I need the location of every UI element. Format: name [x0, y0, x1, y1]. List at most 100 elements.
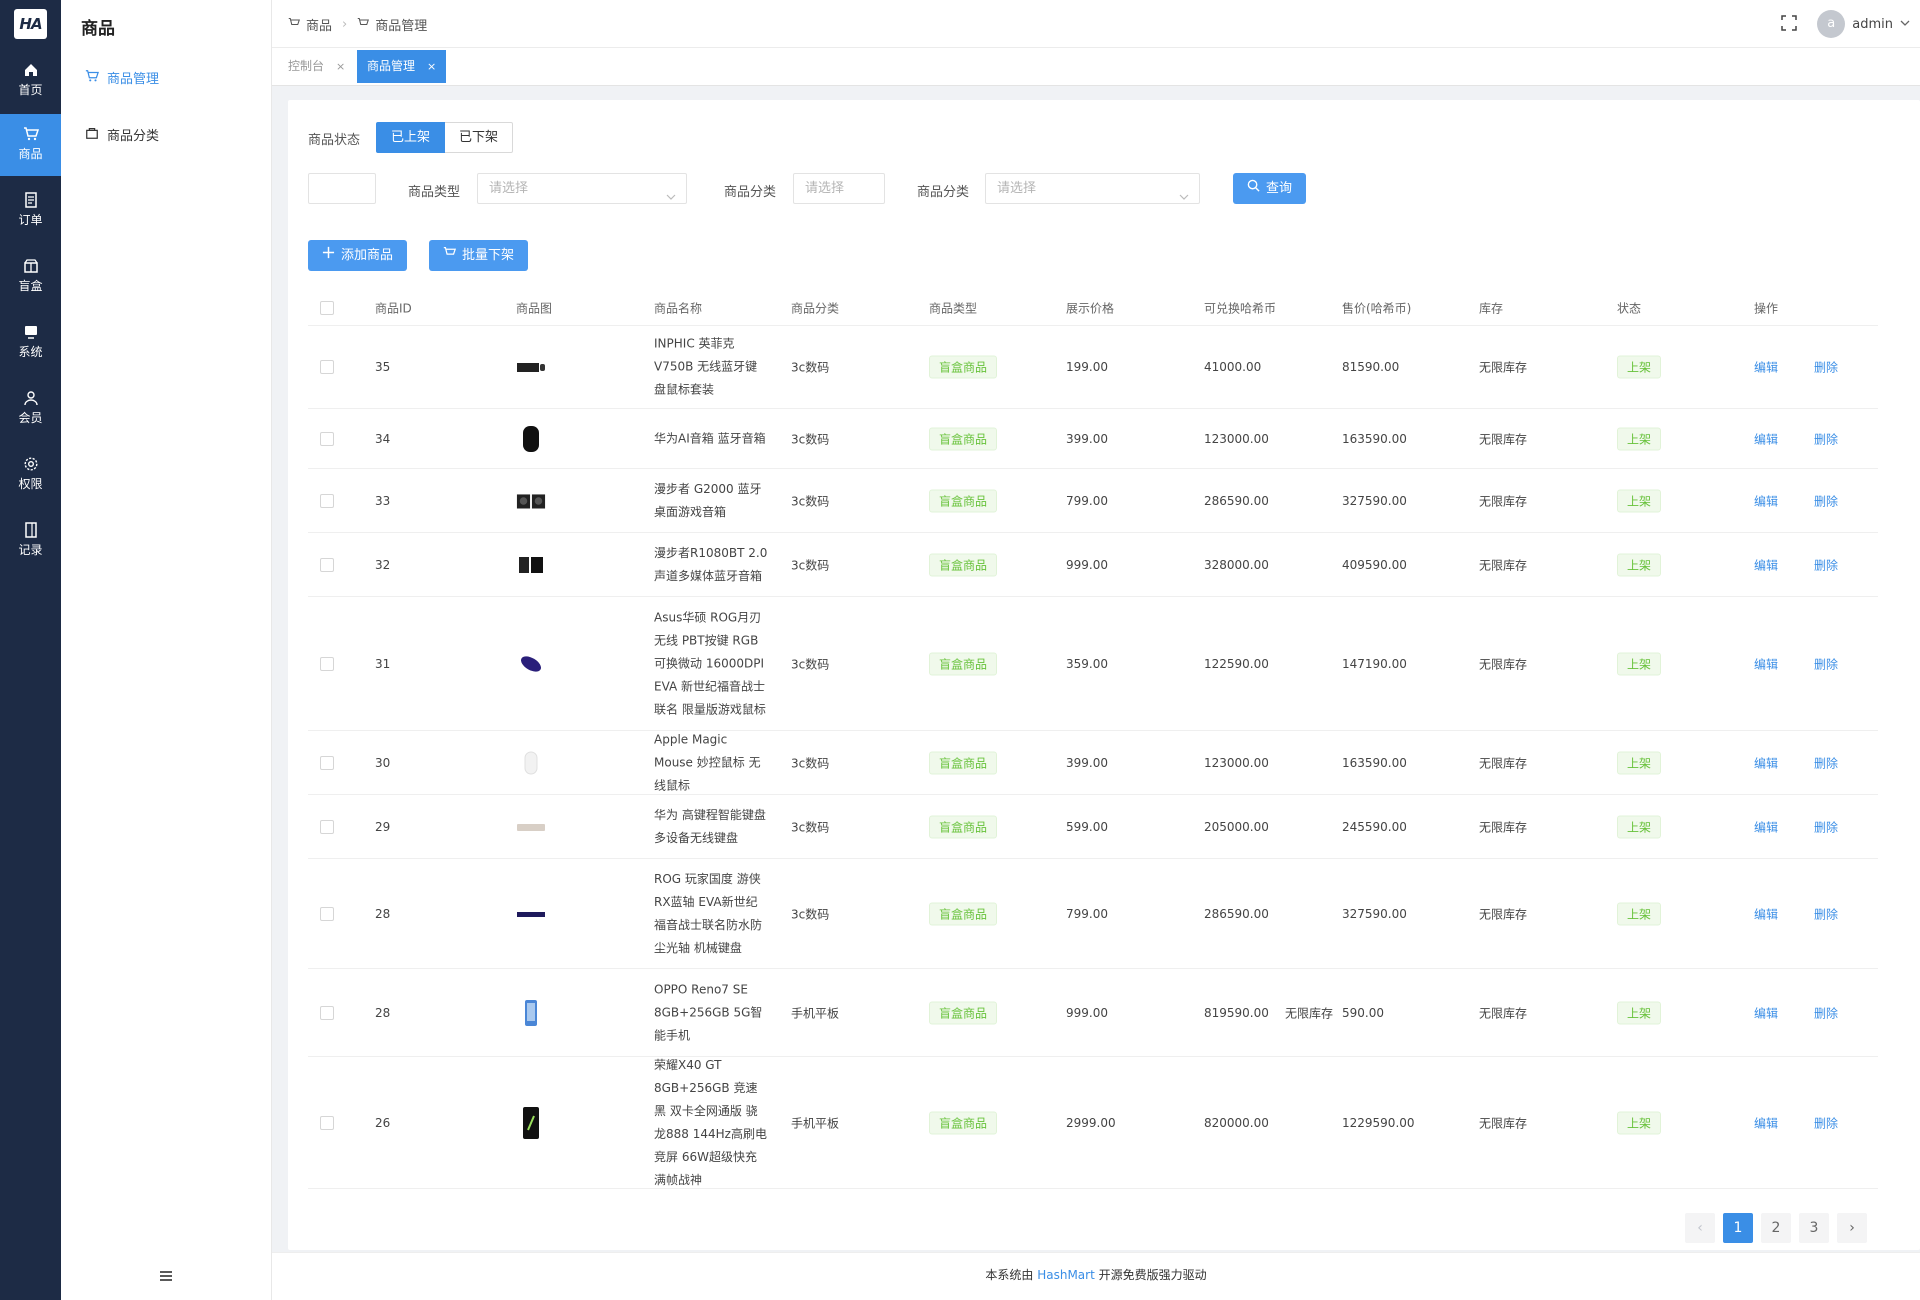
category-select[interactable]: 请选择 — [793, 173, 885, 204]
sidebar-item-label: 商品分类 — [107, 129, 160, 144]
category2-select[interactable]: 请选择 — [985, 173, 1200, 204]
footer-brand-link[interactable]: HashMart — [1037, 1268, 1095, 1282]
table-row: 33 漫步者 G2000 蓝牙桌面游戏音箱 3c数码 盲盒商品 799.00 286590… — [308, 469, 1878, 533]
exchangeable-coins: 328000.00 — [1204, 557, 1269, 572]
row-checkbox[interactable] — [320, 906, 334, 921]
type-select[interactable]: 请选择 — [477, 173, 687, 204]
delete-link[interactable]: 删除 — [1814, 820, 1839, 834]
product-type-badge: 盲盒商品 — [929, 751, 998, 774]
rail-item[interactable]: 商品 — [0, 114, 61, 176]
row-checkbox[interactable] — [320, 1115, 334, 1130]
batch-off-shelf-button[interactable]: 批量下架 — [429, 240, 529, 271]
rail-item[interactable]: 订单 — [0, 180, 61, 242]
rail-item-label: 会员 — [18, 411, 43, 425]
edit-link[interactable]: 编辑 — [1754, 1006, 1779, 1020]
collapse-menu-icon[interactable] — [159, 1270, 173, 1282]
close-icon[interactable]: × — [427, 60, 437, 73]
product-category: 3c数码 — [791, 820, 830, 834]
tabs-bar: 控制台 × 商品管理 × — [272, 48, 1920, 86]
page-button[interactable]: 3 — [1799, 1213, 1829, 1243]
page-button[interactable]: 1 — [1723, 1213, 1753, 1243]
display-price: 399.00 — [1066, 431, 1108, 446]
app-logo[interactable]: HA — [14, 9, 47, 39]
rail-item[interactable]: 盲盒 — [0, 246, 61, 308]
stock-overlay-text: 无限库存 — [1285, 1006, 1334, 1020]
monitor-icon — [23, 324, 39, 340]
delete-link[interactable]: 删除 — [1814, 494, 1839, 508]
breadcrumb: 商品 › 商品管理 — [288, 15, 427, 34]
row-checkbox[interactable] — [320, 1005, 334, 1020]
status-badge: 上架 — [1617, 1001, 1662, 1024]
tab-dashboard[interactable]: 控制台 × — [278, 50, 355, 83]
row-checkbox[interactable] — [320, 656, 334, 671]
sale-price: 245590.00 — [1342, 819, 1407, 834]
status-on-shelf-button[interactable]: 已上架 — [376, 122, 446, 153]
exchangeable-coins: 820000.00 — [1204, 1115, 1269, 1130]
footer-text: 本系统由 — [985, 1268, 1038, 1282]
fullscreen-icon[interactable] — [1781, 15, 1797, 31]
stock: 无限库存 — [1479, 558, 1528, 572]
cart-icon — [288, 17, 300, 33]
row-checkbox[interactable] — [320, 431, 334, 446]
table-row: 35 INPHIC 英菲克 V750B 无线蓝牙键盘鼠标套装 3c数码 盲盒商品 199… — [308, 326, 1878, 409]
row-checkbox[interactable] — [320, 360, 334, 374]
delete-link[interactable]: 删除 — [1814, 907, 1839, 921]
user-icon — [23, 390, 39, 406]
exchangeable-coins: 123000.00 — [1204, 755, 1269, 770]
delete-link[interactable]: 删除 — [1814, 360, 1839, 375]
delete-link[interactable]: 删除 — [1814, 432, 1839, 446]
row-checkbox[interactable] — [320, 819, 334, 834]
status-off-shelf-button[interactable]: 已下架 — [445, 122, 514, 153]
rail-item[interactable]: 系统 — [0, 312, 61, 374]
user-menu[interactable]: a admin — [1817, 10, 1910, 38]
sidebar-title: 商品 — [81, 19, 115, 39]
rail-item[interactable]: 记录 — [0, 510, 61, 572]
rail-item[interactable]: 首页 — [0, 50, 61, 112]
product-type-badge: 盲盒商品 — [929, 427, 998, 450]
product-category: 手机平板 — [791, 1116, 840, 1130]
prev-page-button[interactable]: ‹ — [1685, 1213, 1715, 1243]
query-button[interactable]: 查询 — [1233, 173, 1307, 204]
product-category: 3c数码 — [791, 432, 830, 446]
edit-link[interactable]: 编辑 — [1754, 360, 1779, 375]
product-category: 3c数码 — [791, 756, 830, 770]
keyword-input[interactable] — [308, 173, 376, 204]
tab-product-management[interactable]: 商品管理 × — [357, 50, 447, 83]
sidebar-item-product-category[interactable]: 商品分类 — [85, 125, 159, 144]
sale-price: 147190.00 — [1342, 656, 1407, 671]
delete-link[interactable]: 删除 — [1814, 657, 1839, 671]
rail-item[interactable]: 会员 — [0, 378, 61, 440]
product-id: 26 — [375, 1115, 391, 1130]
breadcrumb-item[interactable]: 商品 — [306, 19, 333, 34]
next-page-button[interactable]: › — [1837, 1213, 1867, 1243]
edit-link[interactable]: 编辑 — [1754, 432, 1779, 446]
product-image — [516, 750, 546, 776]
product-name: 漫步者R1080BT 2.0声道多媒体蓝牙音箱 — [654, 545, 768, 583]
add-product-button[interactable]: 添加商品 — [308, 240, 408, 271]
status-badge: 上架 — [1617, 652, 1662, 675]
delete-link[interactable]: 删除 — [1814, 1006, 1839, 1020]
edit-link[interactable]: 编辑 — [1754, 657, 1779, 671]
stock: 无限库存 — [1479, 1006, 1528, 1020]
page-button[interactable]: 2 — [1761, 1213, 1791, 1243]
rail-item[interactable]: 权限 — [0, 444, 61, 506]
row-checkbox[interactable] — [320, 557, 334, 572]
select-all-checkbox[interactable] — [320, 301, 334, 315]
row-checkbox[interactable] — [320, 493, 334, 508]
stock: 无限库存 — [1479, 432, 1528, 446]
row-checkbox[interactable] — [320, 755, 334, 770]
sidebar-item-product-management[interactable]: 商品管理 — [85, 68, 159, 87]
edit-link[interactable]: 编辑 — [1754, 820, 1779, 834]
edit-link[interactable]: 编辑 — [1754, 494, 1779, 508]
stock: 无限库存 — [1479, 494, 1528, 508]
edit-link[interactable]: 编辑 — [1754, 907, 1779, 921]
delete-link[interactable]: 删除 — [1814, 558, 1839, 572]
edit-link[interactable]: 编辑 — [1754, 756, 1779, 770]
edit-link[interactable]: 编辑 — [1754, 1116, 1779, 1130]
edit-link[interactable]: 编辑 — [1754, 558, 1779, 572]
delete-link[interactable]: 删除 — [1814, 1116, 1839, 1130]
delete-link[interactable]: 删除 — [1814, 756, 1839, 770]
product-name: OPPO Reno7 SE 8GB+256GB 5G智能手机 — [654, 982, 763, 1042]
close-icon[interactable]: × — [336, 60, 346, 73]
button-label: 添加商品 — [341, 248, 394, 263]
